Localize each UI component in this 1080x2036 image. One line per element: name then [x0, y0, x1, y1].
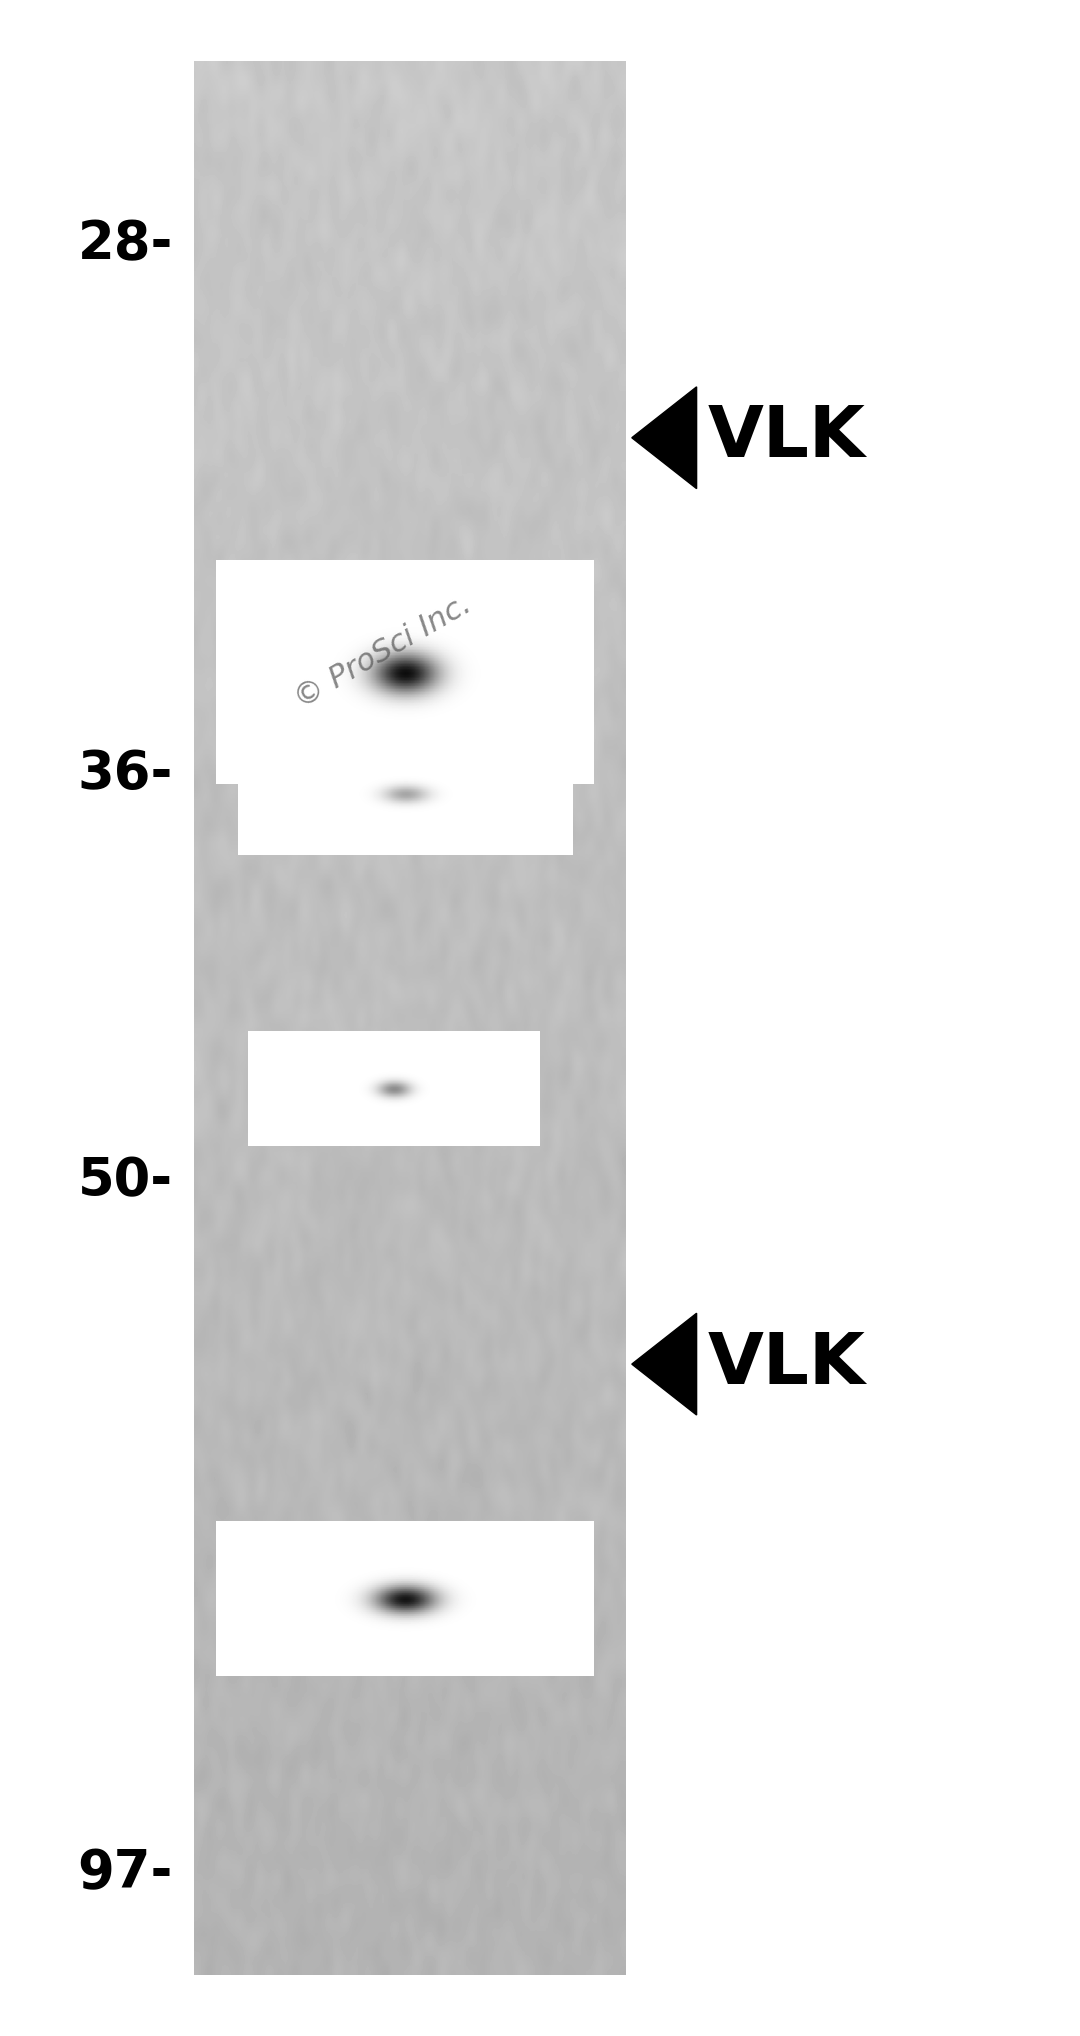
Text: 36-: 36-	[78, 747, 173, 800]
Text: 97-: 97-	[78, 1847, 173, 1900]
Text: VLK: VLK	[707, 1330, 865, 1399]
Polygon shape	[632, 1313, 697, 1415]
Text: © ProSci Inc.: © ProSci Inc.	[291, 588, 476, 715]
Text: VLK: VLK	[707, 403, 865, 472]
Polygon shape	[632, 387, 697, 489]
Text: 28-: 28-	[78, 218, 173, 271]
Text: 50-: 50-	[78, 1154, 173, 1207]
